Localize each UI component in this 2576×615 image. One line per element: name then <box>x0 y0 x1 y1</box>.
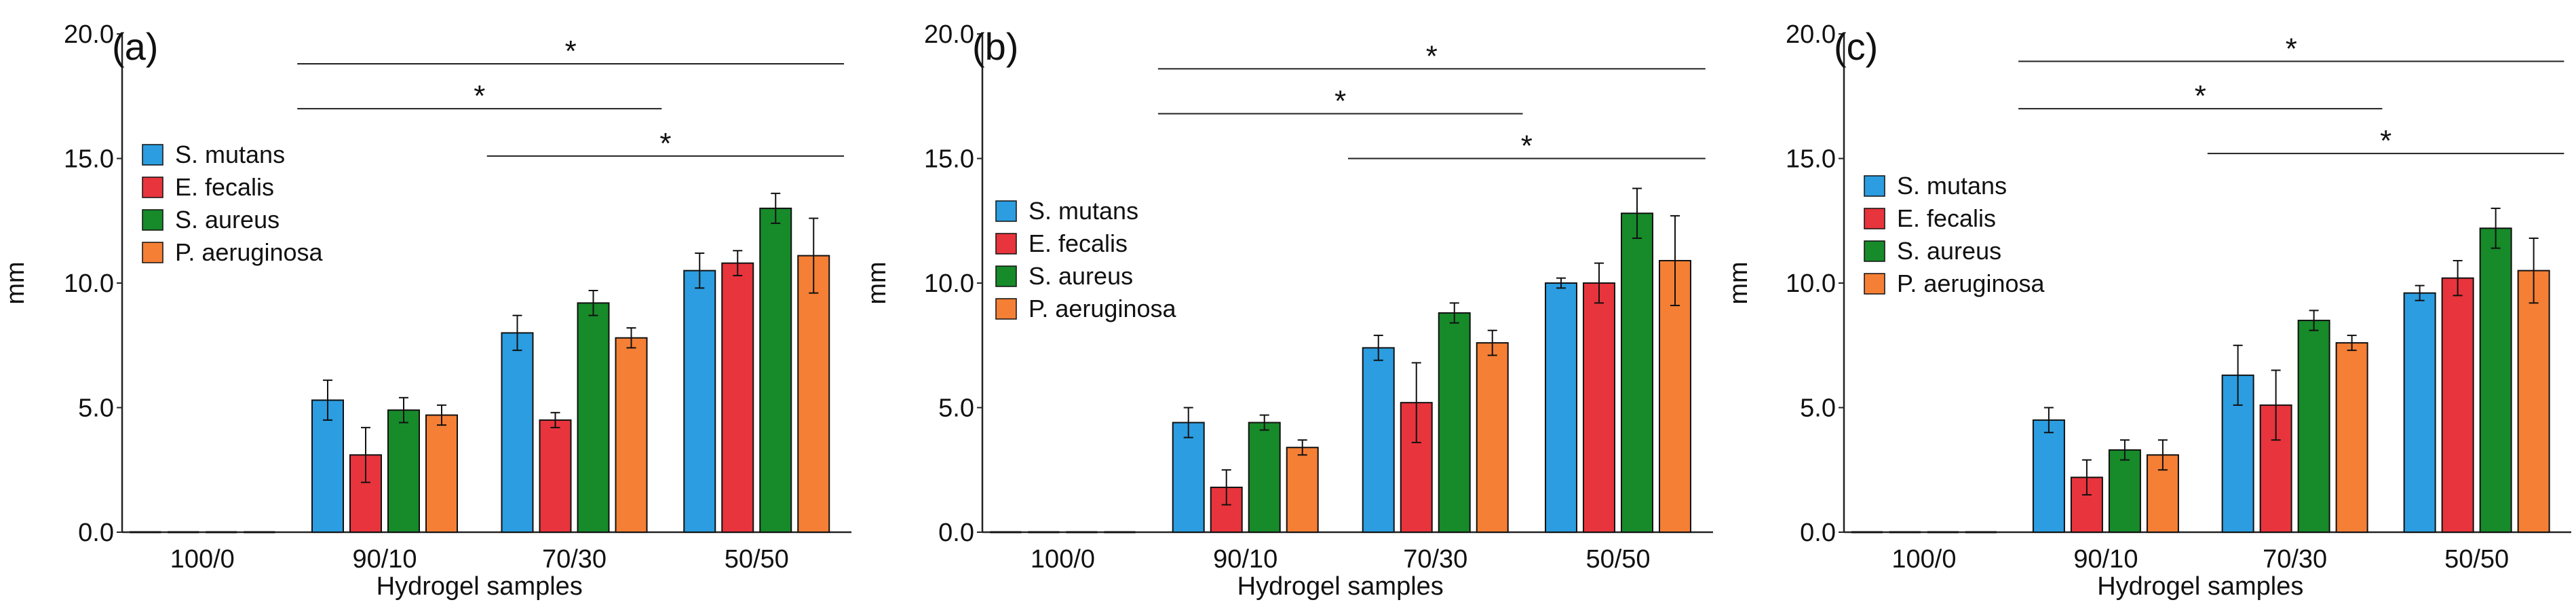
panel-a-bar <box>387 409 420 533</box>
panel-b-significance-marker: * <box>1521 130 1533 163</box>
panel-c-x-axis-label: Hydrogel samples <box>2097 572 2303 601</box>
panel-b-bar <box>1620 212 1653 533</box>
panel-a-significance-marker: * <box>474 79 485 113</box>
panel-c-y-tick-label: 10.0 <box>1786 269 1836 298</box>
panel-b-y-tick-label: 20.0 <box>924 20 974 49</box>
panel-b-legend-swatch <box>995 298 1017 320</box>
panel-a-y-tick-label: 5.0 <box>78 394 114 423</box>
panel-b-x-tick-label: 90/10 <box>1213 545 1277 574</box>
panel-c-y-tick-label: 0.0 <box>1800 519 1836 547</box>
panel-b-y-tick-label: 15.0 <box>924 145 974 174</box>
panel-b-bar <box>1582 282 1615 533</box>
panel-a-bar <box>311 399 344 533</box>
panel-c-legend-swatch <box>1864 175 1885 197</box>
panel-c-bar <box>2441 277 2474 533</box>
panel-c-bar <box>2403 292 2436 533</box>
panel-b-legend-label: E. fecalis <box>1029 229 1128 257</box>
panel-b-legend-swatch <box>995 233 1017 255</box>
panel-b-bar <box>1438 312 1471 533</box>
panel-a-x-tick-label: 50/50 <box>725 545 789 574</box>
panel-b-x-tick-label: 70/30 <box>1403 545 1467 574</box>
panel-b-legend-label: S. mutans <box>1029 197 1138 225</box>
panel-c-y-axis-label: mm <box>1725 261 1753 304</box>
panel-a-x-axis-label: Hydrogel samples <box>377 572 583 601</box>
panel-c-bar <box>2297 320 2330 533</box>
panel-a-legend-swatch <box>142 209 164 231</box>
panel-c-x-tick-label: 90/10 <box>2073 545 2138 574</box>
panel-b-legend-swatch <box>995 200 1017 222</box>
panel-a-bar <box>425 414 458 534</box>
panel-c-bar <box>2335 342 2368 533</box>
panel-a-legend-label: E. fecalis <box>175 173 274 201</box>
panel-c-significance-marker: * <box>2286 32 2297 65</box>
panel-c-legend-label: E. fecalis <box>1897 204 1996 232</box>
panel-b-y-tick-label: 5.0 <box>938 394 974 423</box>
panel-a-y-tick-label: 15.0 <box>64 145 114 174</box>
panel-c-bar <box>2517 269 2550 533</box>
panel-a-x-tick-label: 70/30 <box>542 545 607 574</box>
panel-a-bar <box>797 255 830 533</box>
panel-a-legend-swatch <box>142 176 164 198</box>
panel-a-bar <box>501 332 534 533</box>
panel-b-bar <box>1286 447 1319 533</box>
panel-a-x-tick-label: 100/0 <box>170 545 235 574</box>
panel-a-legend-label: P. aeruginosa <box>175 238 323 266</box>
panel-a-y-tick-label: 10.0 <box>64 269 114 298</box>
panel-c-bar <box>2032 419 2065 533</box>
panel-a-bar <box>683 269 716 533</box>
panel-a-legend-swatch <box>142 144 164 166</box>
panel-b-y-axis-label: mm <box>863 261 891 304</box>
panel-a-bar <box>539 419 572 533</box>
panel-b-legend-label: P. aeruginosa <box>1029 295 1176 322</box>
panel-a-significance-marker: * <box>659 127 671 160</box>
panel-a-bar <box>577 302 610 533</box>
panel-c-legend-swatch <box>1864 240 1885 262</box>
panel-c-legend-label: S. aureus <box>1897 237 2001 265</box>
panel-c-y-tick-label: 15.0 <box>1786 145 1836 174</box>
panel-a-significance-marker: * <box>565 35 577 68</box>
panel-b-y-tick-label: 0.0 <box>938 519 974 547</box>
panel-c-legend-label: S. mutans <box>1897 172 2007 200</box>
panel-a-legend-label: S. aureus <box>175 206 280 234</box>
panel-a-legend-swatch <box>142 242 164 263</box>
panel-b-x-tick-label: 50/50 <box>1585 545 1650 574</box>
panel-c-legend-swatch <box>1864 208 1885 229</box>
panel-b-bar <box>1544 282 1577 533</box>
panel-b-x-tick-label: 100/0 <box>1031 545 1095 574</box>
panel-b-bar <box>1172 422 1205 534</box>
panel-b-panel-label: (b) <box>972 25 1018 68</box>
panel-c-bar <box>2108 449 2141 534</box>
panel-b-bar <box>1476 342 1509 533</box>
panel-a-y-axis-label: mm <box>1 261 30 304</box>
panel-c-significance-marker: * <box>2380 124 2391 157</box>
panel-b-bar <box>1248 422 1281 534</box>
panel-a-bar <box>615 337 648 533</box>
panel-c-y-tick-label: 20.0 <box>1786 20 1836 49</box>
panel-a-x-tick-label: 90/10 <box>352 545 417 574</box>
panel-c-significance-marker: * <box>2195 79 2206 113</box>
panel-a-legend-label: S. mutans <box>175 141 285 168</box>
panel-b-legend-label: S. aureus <box>1029 262 1133 290</box>
panel-c-legend-swatch <box>1864 273 1885 295</box>
panel-c-y-tick-label: 5.0 <box>1800 394 1836 423</box>
panel-c-x-tick-label: 70/30 <box>2263 545 2327 574</box>
panel-c-legend-label: P. aeruginosa <box>1897 269 2045 297</box>
panel-a-y-tick-label: 20.0 <box>64 20 114 49</box>
panel-b-x-axis-label: Hydrogel samples <box>1237 572 1444 601</box>
panel-b-y-tick-label: 10.0 <box>924 269 974 298</box>
panel-a-y-tick-label: 0.0 <box>78 519 114 547</box>
panel-b-significance-marker: * <box>1334 84 1346 117</box>
panel-a-bar <box>759 207 792 533</box>
panel-c-x-tick-label: 100/0 <box>1891 545 1956 574</box>
panel-c-x-tick-label: 50/50 <box>2444 545 2509 574</box>
panel-b-bar <box>1362 347 1395 533</box>
panel-c-panel-label: (c) <box>1834 25 1878 68</box>
panel-a-bar <box>721 262 754 533</box>
panel-c-bar <box>2479 227 2512 533</box>
panel-b-significance-marker: * <box>1426 39 1438 73</box>
panel-b-legend-swatch <box>995 265 1017 287</box>
panel-a-panel-label: (a) <box>112 25 158 68</box>
